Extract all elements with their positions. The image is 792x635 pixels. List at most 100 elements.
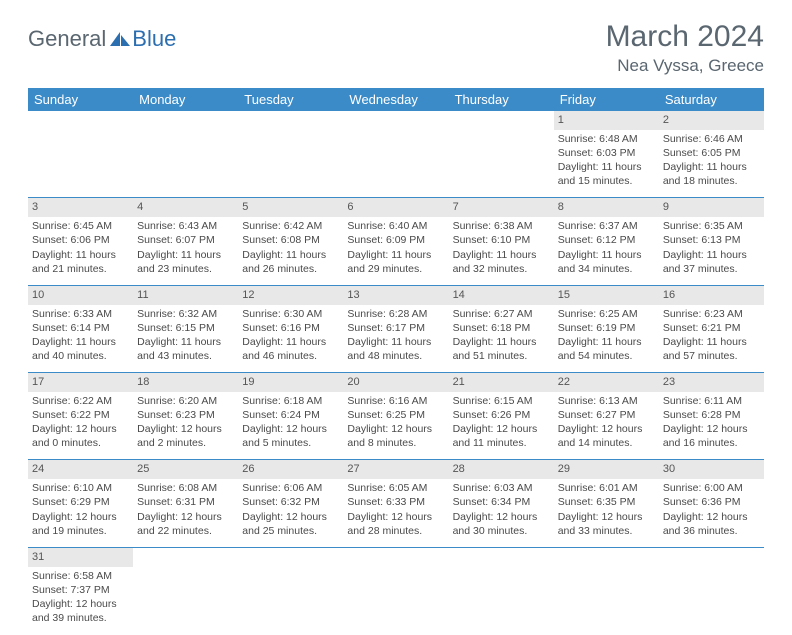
day-number-cell: 21 xyxy=(449,373,554,392)
sunrise-text: Sunrise: 6:10 AM xyxy=(32,481,129,495)
day-number-cell: 13 xyxy=(343,285,448,304)
col-saturday: Saturday xyxy=(659,88,764,111)
daylight-text: Daylight: 12 hours and 8 minutes. xyxy=(347,422,444,450)
daylight-text: Daylight: 11 hours and 37 minutes. xyxy=(663,248,760,276)
day-number-cell: 22 xyxy=(554,373,659,392)
day-number-cell: 16 xyxy=(659,285,764,304)
daylight-text: Daylight: 11 hours and 54 minutes. xyxy=(558,335,655,363)
day-number-cell: 24 xyxy=(28,460,133,479)
sunset-text: Sunset: 6:16 PM xyxy=(242,321,339,335)
daylight-text: Daylight: 12 hours and 19 minutes. xyxy=(32,510,129,538)
day-detail-cell: Sunrise: 6:33 AMSunset: 6:14 PMDaylight:… xyxy=(28,305,133,373)
sunrise-text: Sunrise: 6:27 AM xyxy=(453,307,550,321)
sunrise-text: Sunrise: 6:20 AM xyxy=(137,394,234,408)
day-detail-cell: Sunrise: 6:28 AMSunset: 6:17 PMDaylight:… xyxy=(343,305,448,373)
day-header-row: Sunday Monday Tuesday Wednesday Thursday… xyxy=(28,88,764,111)
daylight-text: Daylight: 11 hours and 40 minutes. xyxy=(32,335,129,363)
sunrise-text: Sunrise: 6:13 AM xyxy=(558,394,655,408)
sunset-text: Sunset: 6:14 PM xyxy=(32,321,129,335)
day-number-cell xyxy=(554,547,659,566)
daynum-row: 17181920212223 xyxy=(28,373,764,392)
daylight-text: Daylight: 11 hours and 18 minutes. xyxy=(663,160,760,188)
day-detail-cell: Sunrise: 6:37 AMSunset: 6:12 PMDaylight:… xyxy=(554,217,659,285)
daylight-text: Daylight: 11 hours and 21 minutes. xyxy=(32,248,129,276)
sunrise-text: Sunrise: 6:18 AM xyxy=(242,394,339,408)
sunrise-text: Sunrise: 6:08 AM xyxy=(137,481,234,495)
day-detail-cell: Sunrise: 6:18 AMSunset: 6:24 PMDaylight:… xyxy=(238,392,343,460)
day-detail-row: Sunrise: 6:48 AMSunset: 6:03 PMDaylight:… xyxy=(28,130,764,198)
day-detail-cell xyxy=(659,567,764,635)
day-number-cell: 14 xyxy=(449,285,554,304)
sunrise-text: Sunrise: 6:37 AM xyxy=(558,219,655,233)
day-detail-cell: Sunrise: 6:43 AMSunset: 6:07 PMDaylight:… xyxy=(133,217,238,285)
sunrise-text: Sunrise: 6:01 AM xyxy=(558,481,655,495)
day-detail-cell: Sunrise: 6:16 AMSunset: 6:25 PMDaylight:… xyxy=(343,392,448,460)
sunrise-text: Sunrise: 6:25 AM xyxy=(558,307,655,321)
sunset-text: Sunset: 6:23 PM xyxy=(137,408,234,422)
day-detail-cell xyxy=(554,567,659,635)
day-detail-cell: Sunrise: 6:35 AMSunset: 6:13 PMDaylight:… xyxy=(659,217,764,285)
sunset-text: Sunset: 6:17 PM xyxy=(347,321,444,335)
col-friday: Friday xyxy=(554,88,659,111)
sunset-text: Sunset: 6:07 PM xyxy=(137,233,234,247)
daylight-text: Daylight: 12 hours and 14 minutes. xyxy=(558,422,655,450)
day-detail-cell: Sunrise: 6:30 AMSunset: 6:16 PMDaylight:… xyxy=(238,305,343,373)
day-detail-cell xyxy=(238,567,343,635)
day-number-cell xyxy=(343,547,448,566)
day-detail-cell: Sunrise: 6:45 AMSunset: 6:06 PMDaylight:… xyxy=(28,217,133,285)
day-detail-cell: Sunrise: 6:22 AMSunset: 6:22 PMDaylight:… xyxy=(28,392,133,460)
day-number-cell: 30 xyxy=(659,460,764,479)
day-number-cell: 5 xyxy=(238,198,343,217)
sunrise-text: Sunrise: 6:35 AM xyxy=(663,219,760,233)
day-number-cell: 20 xyxy=(343,373,448,392)
sunset-text: Sunset: 6:06 PM xyxy=(32,233,129,247)
day-number-cell xyxy=(238,111,343,130)
sunset-text: Sunset: 6:32 PM xyxy=(242,495,339,509)
day-number-cell xyxy=(133,111,238,130)
sunset-text: Sunset: 6:15 PM xyxy=(137,321,234,335)
sunrise-text: Sunrise: 6:43 AM xyxy=(137,219,234,233)
day-number-cell: 1 xyxy=(554,111,659,130)
logo-sail-icon xyxy=(108,30,132,48)
day-number-cell xyxy=(449,111,554,130)
day-number-cell: 3 xyxy=(28,198,133,217)
day-detail-cell: Sunrise: 6:15 AMSunset: 6:26 PMDaylight:… xyxy=(449,392,554,460)
day-number-cell: 15 xyxy=(554,285,659,304)
sunset-text: Sunset: 6:24 PM xyxy=(242,408,339,422)
day-number-cell: 6 xyxy=(343,198,448,217)
day-number-cell: 11 xyxy=(133,285,238,304)
sunset-text: Sunset: 6:10 PM xyxy=(453,233,550,247)
sunset-text: Sunset: 6:03 PM xyxy=(558,146,655,160)
daylight-text: Daylight: 12 hours and 30 minutes. xyxy=(453,510,550,538)
daylight-text: Daylight: 11 hours and 51 minutes. xyxy=(453,335,550,363)
sunrise-text: Sunrise: 6:58 AM xyxy=(32,569,129,583)
day-number-cell xyxy=(659,547,764,566)
day-number-cell: 28 xyxy=(449,460,554,479)
daynum-row: 10111213141516 xyxy=(28,285,764,304)
sunrise-text: Sunrise: 6:06 AM xyxy=(242,481,339,495)
day-number-cell xyxy=(28,111,133,130)
sunset-text: Sunset: 6:35 PM xyxy=(558,495,655,509)
day-detail-row: Sunrise: 6:33 AMSunset: 6:14 PMDaylight:… xyxy=(28,305,764,373)
day-detail-cell: Sunrise: 6:06 AMSunset: 6:32 PMDaylight:… xyxy=(238,479,343,547)
daylight-text: Daylight: 11 hours and 43 minutes. xyxy=(137,335,234,363)
daylight-text: Daylight: 12 hours and 16 minutes. xyxy=(663,422,760,450)
day-number-cell: 12 xyxy=(238,285,343,304)
day-number-cell: 18 xyxy=(133,373,238,392)
daylight-text: Daylight: 11 hours and 57 minutes. xyxy=(663,335,760,363)
day-number-cell xyxy=(238,547,343,566)
daynum-row: 31 xyxy=(28,547,764,566)
sunrise-text: Sunrise: 6:30 AM xyxy=(242,307,339,321)
day-detail-row: Sunrise: 6:22 AMSunset: 6:22 PMDaylight:… xyxy=(28,392,764,460)
day-detail-cell xyxy=(28,130,133,198)
sunrise-text: Sunrise: 6:00 AM xyxy=(663,481,760,495)
sunset-text: Sunset: 6:22 PM xyxy=(32,408,129,422)
sunset-text: Sunset: 6:21 PM xyxy=(663,321,760,335)
sunset-text: Sunset: 7:37 PM xyxy=(32,583,129,597)
sunrise-text: Sunrise: 6:16 AM xyxy=(347,394,444,408)
day-detail-cell: Sunrise: 6:10 AMSunset: 6:29 PMDaylight:… xyxy=(28,479,133,547)
day-detail-cell: Sunrise: 6:20 AMSunset: 6:23 PMDaylight:… xyxy=(133,392,238,460)
sunrise-text: Sunrise: 6:28 AM xyxy=(347,307,444,321)
day-number-cell: 23 xyxy=(659,373,764,392)
day-number-cell: 10 xyxy=(28,285,133,304)
